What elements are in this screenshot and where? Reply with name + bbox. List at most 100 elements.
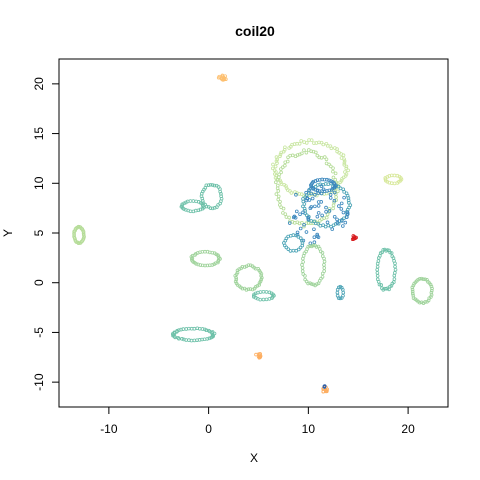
data-point: [309, 221, 313, 226]
data-point: [273, 164, 278, 169]
data-point: [205, 337, 210, 341]
data-point: [307, 138, 311, 142]
data-point: [327, 207, 332, 211]
data-point: [212, 206, 217, 210]
data-point: [392, 259, 396, 263]
data-point: [307, 148, 311, 152]
data-point: [342, 195, 346, 200]
data-point: [242, 265, 247, 269]
data-point: [307, 188, 311, 192]
data-point: [233, 274, 238, 278]
data-point: [324, 215, 329, 220]
data-point: [196, 262, 200, 267]
data-point: [342, 159, 347, 163]
data-point: [376, 280, 381, 284]
data-point: [258, 352, 262, 356]
data-point: [246, 287, 251, 291]
data-point: [347, 201, 351, 205]
data-point: [279, 170, 283, 175]
data-point: [345, 215, 349, 219]
data-point: [217, 74, 222, 79]
data-point: [210, 206, 215, 211]
data-point: [320, 275, 325, 279]
data-point: [288, 249, 293, 253]
data-point: [313, 187, 318, 192]
data-point: [214, 183, 219, 188]
data-point: [315, 282, 319, 286]
data-point: [284, 215, 289, 219]
data-point: [322, 263, 326, 267]
data-point: [354, 235, 358, 240]
data-point: [302, 148, 306, 152]
data-point: [419, 276, 424, 281]
data-point: [335, 290, 340, 295]
data-point: [274, 173, 279, 178]
data-point: [264, 290, 269, 294]
data-point: [286, 234, 290, 239]
data-point: [423, 277, 427, 282]
points-layer: [72, 73, 434, 394]
data-point: [377, 282, 382, 287]
data-point: [332, 200, 336, 205]
data-point: [325, 220, 330, 225]
data-point: [270, 166, 275, 171]
data-point: [294, 192, 298, 197]
data-point: [302, 140, 306, 144]
data-point: [295, 230, 300, 235]
data-point: [334, 195, 338, 199]
y-tick-label: -10: [32, 373, 46, 391]
data-point: [248, 263, 253, 268]
y-tick-label: 15: [32, 127, 46, 141]
data-point: [200, 263, 205, 268]
data-point: [343, 170, 347, 174]
data-point: [316, 204, 321, 208]
data-point: [276, 197, 281, 202]
data-point: [339, 219, 344, 223]
y-tick-label: 0: [32, 279, 46, 286]
data-point: [322, 259, 327, 264]
data-point: [258, 279, 263, 284]
data-point: [304, 230, 309, 234]
data-point: [316, 244, 321, 249]
data-point: [339, 201, 344, 206]
data-point: [304, 150, 309, 155]
data-point: [332, 198, 337, 203]
data-point: [375, 267, 379, 272]
data-point: [393, 267, 398, 272]
data-point: [240, 286, 245, 291]
data-point: [333, 171, 338, 176]
data-point: [341, 293, 345, 298]
data-point: [278, 199, 282, 204]
data-point: [315, 178, 320, 182]
data-point: [341, 210, 346, 215]
data-point: [313, 204, 317, 209]
data-point: [392, 273, 397, 278]
data-point: [343, 174, 348, 178]
data-point: [411, 293, 416, 298]
data-point: [275, 161, 279, 165]
data-point: [410, 285, 415, 290]
data-point: [208, 182, 213, 187]
data-point: [208, 206, 213, 210]
data-point: [327, 209, 332, 213]
data-point: [410, 287, 415, 292]
data-point: [306, 281, 310, 286]
data-point: [258, 297, 263, 302]
data-point: [429, 293, 434, 297]
data-point: [81, 233, 86, 237]
data-point: [339, 178, 344, 183]
data-point: [327, 178, 331, 183]
data-point: [410, 291, 415, 296]
data-point: [182, 337, 186, 342]
data-point: [302, 206, 307, 211]
data-point: [314, 193, 319, 198]
data-point: [278, 152, 283, 157]
x-tick-label: 20: [401, 422, 415, 436]
data-point: [325, 189, 329, 193]
data-point: [318, 223, 323, 228]
data-point: [302, 224, 306, 229]
data-point: [276, 194, 281, 199]
data-point: [274, 159, 279, 163]
data-point: [345, 210, 350, 215]
